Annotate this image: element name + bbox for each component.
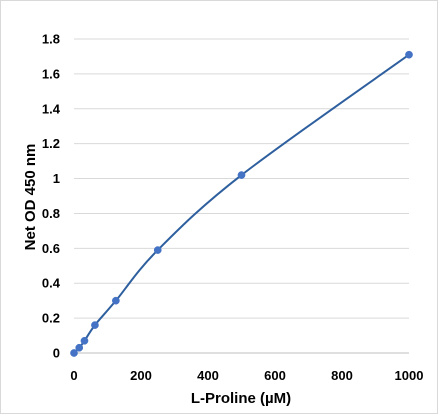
y-tick-label: 0.2 — [42, 311, 60, 326]
x-axis-title: L-Proline (µM) — [191, 390, 291, 407]
data-point — [75, 343, 84, 352]
y-tick-labels: 0 0.2 0.4 0.6 0.8 1 1.2 1.4 1.6 1.8 — [42, 32, 61, 361]
data-point — [405, 50, 413, 59]
data-point — [153, 246, 162, 254]
x-tick-label: 600 — [264, 368, 286, 383]
y-tick-label: 1.2 — [42, 136, 60, 151]
y-tick-label: 1.6 — [42, 66, 60, 81]
data-point — [91, 321, 99, 329]
y-tick-label: 1.4 — [42, 101, 61, 116]
y-axis-title: Net OD 450 nm — [22, 144, 39, 251]
y-tick-label: 0.8 — [42, 206, 60, 221]
data-points — [70, 50, 413, 357]
x-tick-label: 400 — [197, 368, 219, 383]
x-tick-label: 1000 — [395, 368, 424, 383]
x-tick-label: 200 — [130, 368, 152, 383]
x-tick-label: 800 — [331, 368, 353, 383]
y-tick-label: 0 — [53, 346, 60, 361]
x-tick-label: 0 — [70, 368, 77, 383]
data-point — [237, 171, 246, 179]
trend-curve — [73, 53, 410, 354]
data-point — [70, 349, 78, 357]
y-tick-label: 0.6 — [42, 241, 60, 256]
y-tick-label: 1.8 — [42, 32, 60, 47]
data-point — [112, 296, 120, 305]
data-point — [80, 336, 89, 345]
series-line — [73, 53, 410, 354]
y-tick-label: 1 — [53, 171, 60, 186]
y-tick-label: 0.4 — [42, 276, 61, 291]
x-tick-labels: 0 200 400 600 800 1000 — [70, 368, 423, 383]
